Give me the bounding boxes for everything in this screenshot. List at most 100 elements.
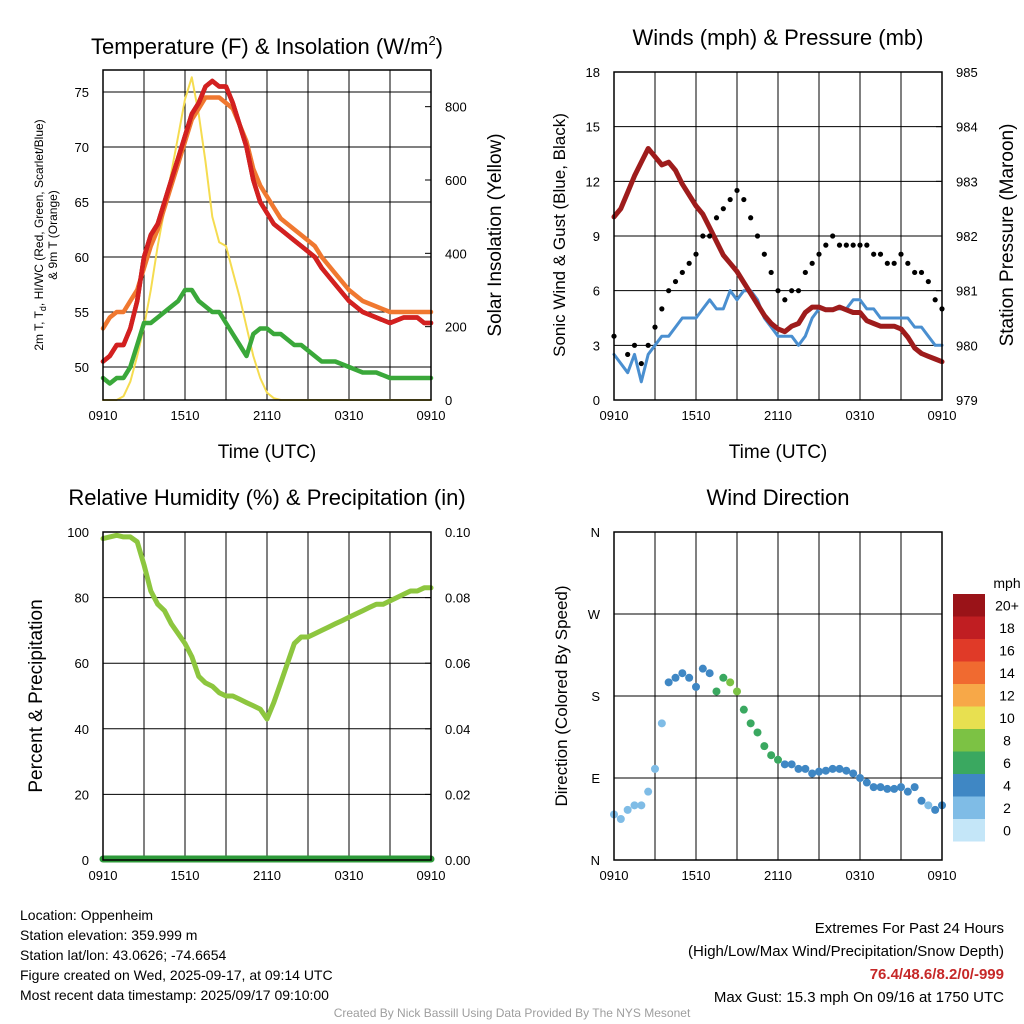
dir-ylabel-left: Direction (Colored By Speed) (552, 585, 571, 806)
colorbar-swatch (953, 594, 985, 617)
y-tick-label-right: 0 (445, 393, 452, 408)
gust-point (912, 269, 918, 276)
y-tick-label-left: 100 (67, 525, 89, 540)
colorbar-label: 12 (999, 687, 1015, 703)
colorbar-title: mph (993, 575, 1020, 591)
direction-point (862, 778, 871, 787)
y-tick-label-right: 0.10 (445, 525, 470, 540)
colorbar-swatch (953, 751, 985, 774)
colorbar-label: 8 (1003, 732, 1011, 748)
y-tick-label-right: 0.04 (445, 722, 470, 737)
gust-point (672, 278, 679, 285)
max-gust: Max Gust: 15.3 mph On 09/16 at 1750 UTC (713, 989, 1004, 1006)
gust-point (761, 251, 767, 257)
y-tick-label-right: 979 (956, 393, 978, 408)
extremes-subtitle: (High/Low/Max Wind/Precipitation/Snow De… (688, 943, 1004, 960)
gust-point (727, 196, 733, 203)
gust-point (795, 288, 802, 294)
direction-point (821, 766, 830, 775)
gust-point (679, 269, 685, 276)
gust-point (857, 242, 863, 248)
series-sonic-wind (612, 289, 944, 384)
direction-point (698, 664, 707, 673)
direction-point (924, 801, 933, 810)
direction-point (828, 764, 837, 773)
y-tick-label-left: 6 (593, 284, 600, 299)
y-tick-label-right: 800 (445, 100, 467, 115)
direction-point (630, 801, 639, 810)
x-tick-label: 2110 (764, 868, 792, 883)
y-tick-label-left: 40 (75, 722, 89, 737)
direction-point (685, 673, 694, 682)
series-station-pressure (611, 146, 945, 365)
wind-speed-colorbar: 0 2 4 6 8 10 12 14 16 18 20+ (953, 594, 1019, 842)
gust-point (768, 269, 774, 276)
y-tick-label-left: 80 (75, 591, 89, 606)
direction-point (657, 719, 666, 728)
direction-point (849, 769, 858, 778)
gust-point (823, 242, 829, 248)
figure-created: Figure created on Wed, 2025-09-17, at 09… (20, 967, 333, 983)
colorbar-label: 20+ (995, 597, 1019, 613)
temp-xlabel: Time (UTC) (218, 442, 317, 463)
gust-point (905, 260, 911, 266)
y-tick-label-right: 400 (445, 246, 467, 261)
x-tick-label: 0910 (417, 408, 446, 423)
direction-point (719, 673, 728, 682)
y-tick-label-left: N (591, 525, 600, 540)
gust-point (877, 251, 884, 257)
y-tick-label-left: 60 (75, 250, 89, 265)
direction-point (876, 783, 885, 792)
gust-point (707, 233, 713, 239)
gust-point (809, 260, 815, 266)
direction-point (739, 705, 748, 714)
colorbar-label: 0 (1003, 822, 1011, 838)
gust-point (925, 278, 931, 285)
gust-point (884, 260, 890, 266)
colorbar-label: 2 (1003, 800, 1011, 816)
gust-point (720, 206, 726, 212)
rh-ylabel-left: Percent & Precipitation (26, 599, 47, 792)
x-tick-label: 0910 (600, 408, 629, 423)
direction-point (903, 787, 912, 796)
y-tick-label-right: 983 (956, 174, 978, 189)
x-tick-label: 0910 (89, 868, 118, 883)
dir-panel-title: Wind Direction (706, 485, 849, 510)
y-tick-label-right: 980 (956, 338, 978, 353)
direction-point (910, 783, 919, 792)
plot-border (102, 69, 432, 401)
gust-point (789, 288, 795, 294)
y-tick-label-left: N (591, 853, 600, 868)
direction-point (616, 815, 625, 823)
direction-point (815, 767, 823, 776)
direction-point (726, 678, 735, 687)
gust-point (734, 187, 740, 194)
station-info: Location: Oppenheim Station elevation: 3… (20, 905, 333, 1005)
y-tick-label-right: 0.08 (445, 591, 470, 606)
gust-point (850, 242, 856, 248)
direction-point (692, 682, 700, 691)
y-tick-label-left: W (588, 607, 601, 622)
gust-point (754, 233, 761, 239)
y-tick-label-right: 984 (956, 120, 978, 135)
x-tick-label: 1510 (171, 408, 200, 423)
direction-point (753, 728, 762, 737)
y-tick-label-left: 15 (586, 120, 600, 135)
direction-point (767, 751, 776, 760)
x-tick-label: 2110 (253, 868, 281, 883)
direction-point (760, 742, 769, 751)
gust-point (652, 324, 658, 330)
direction-point (917, 796, 926, 805)
direction-point (746, 719, 755, 728)
y-tick-label-left: 18 (586, 65, 600, 80)
y-tick-label-left: 0 (593, 393, 600, 408)
direction-point (678, 669, 687, 678)
gust-point (659, 306, 665, 312)
y-tick-label-left: 20 (75, 787, 89, 802)
gust-point (645, 342, 651, 348)
gust-point (836, 242, 843, 248)
temp-ylabel-right: Solar Insolation (Yellow) (485, 133, 506, 336)
direction-point (835, 764, 844, 773)
